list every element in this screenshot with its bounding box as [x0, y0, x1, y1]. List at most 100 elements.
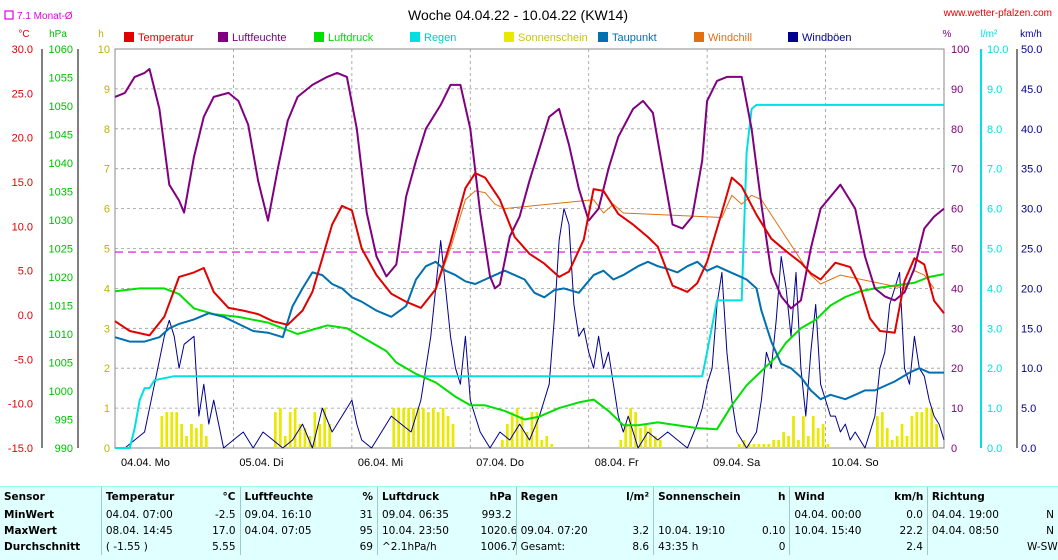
table-cell [614, 507, 654, 523]
rain-tick-label: 0.0 [987, 443, 1002, 455]
humidity-tick-label: 30 [951, 323, 963, 335]
sunshine-bar [402, 408, 406, 448]
table-cell: 95 [359, 525, 373, 537]
rain-tick-label: 10.0 [987, 44, 1008, 56]
rain-tick-label: 1.0 [987, 403, 1002, 415]
pressure-unit-label: hPa [49, 29, 67, 40]
table-cell: 08.04. 14:45 [100, 523, 200, 539]
table-cell: Luftfeuchte [239, 487, 340, 507]
sunshine-tick-label: 10 [98, 44, 110, 56]
temp-tick-label: 20.0 [12, 133, 33, 145]
table-cell [753, 507, 790, 523]
series-line-windböen [115, 208, 945, 449]
humidity-tick-label: 0 [951, 443, 957, 455]
table-cell: 04.04. 19:00 [926, 507, 1023, 523]
sunshine-bar [737, 444, 741, 448]
legend-swatch [218, 32, 228, 42]
table-cell: 2.4 [906, 541, 923, 553]
sunshine-bar [767, 444, 771, 448]
legend-label: Luftdruck [328, 32, 374, 44]
table-cell: 09.04. 16:10 [239, 507, 340, 523]
sunshine-bar [170, 412, 174, 448]
sunshine-bar [303, 428, 307, 448]
sunshine-tick-label: 3 [104, 323, 110, 335]
table-cell: MaxWert [4, 525, 57, 537]
humidity-tick-label: 100 [951, 44, 969, 56]
humidity-tick-label: 10 [951, 403, 963, 415]
sunshine-bar [757, 444, 761, 448]
sunshine-bar [204, 436, 208, 448]
table-cell: 0.10 [762, 525, 786, 537]
chart-title: Woche 04.04.22 - 10.04.22 (KW14) [408, 7, 628, 23]
sunshine-bar [530, 412, 534, 448]
table-cell [515, 507, 614, 523]
sunshine-tick-label: 2 [104, 363, 110, 375]
sunshine-bar [199, 424, 203, 448]
table-cell: MinWert [4, 509, 55, 521]
sunshine-bar [392, 408, 396, 448]
temp-tick-label: 0.0 [18, 310, 33, 322]
table-cell: 8.6 [632, 541, 650, 553]
monat-avg-icon [4, 10, 14, 20]
sunshine-bar [826, 444, 830, 448]
legend-label: Windböen [802, 32, 852, 44]
pressure-tick-label: 1035 [49, 187, 73, 199]
sunshine-bar [806, 436, 810, 448]
weather-chart: 04.04. Mo 05.04. Di 06.04. Mi 07.04. Do 08.0… [4, 7, 1052, 469]
pressure-tick-label: 1045 [49, 130, 73, 142]
pressure-tick-label: 1005 [49, 358, 73, 370]
humidity-tick-label: 50 [951, 244, 963, 256]
sunshine-bar [658, 440, 662, 448]
sunshine-bar [900, 424, 904, 448]
table-cell: Gesamt: [515, 539, 614, 555]
sunshine-bar [540, 440, 544, 448]
legend-swatch [504, 32, 514, 42]
temp-tick-label: 25.0 [12, 88, 33, 100]
wind-tick-label: 40.0 [1021, 124, 1042, 136]
humidity-tick-label: 80 [951, 124, 963, 136]
table-cell: 31 [359, 509, 373, 521]
sunshine-bar [649, 428, 652, 448]
series-line-taupunkt [114, 260, 944, 401]
table-cell: Sensor [4, 491, 45, 503]
site-url[interactable]: www.wetter-pfalzen.com [943, 8, 1052, 19]
sunshine-bar [195, 428, 198, 448]
table-cell: 69 [359, 541, 373, 553]
humidity-tick-label: 90 [951, 84, 963, 96]
sunshine-bar [752, 444, 756, 448]
table-row: MaxWert 08.04. 14:45 17.0 04.04. 07:05 95 10.… [0, 523, 1058, 539]
wind-tick-label: 5.0 [1021, 403, 1036, 415]
wind-tick-label: 35.0 [1021, 164, 1042, 176]
sunshine-bar [787, 436, 790, 448]
series-line-windchill [435, 190, 935, 290]
sunshine-bar [890, 440, 894, 448]
sunshine-bar [777, 440, 781, 448]
sunshine-bar [313, 412, 317, 448]
wind-unit-label: km/h [1020, 29, 1042, 40]
table-cell: % [362, 491, 373, 503]
temp-tick-label: -5.0 [14, 354, 33, 366]
legend-label: Temperatur [138, 32, 194, 44]
wind-tick-label: 45.0 [1021, 84, 1042, 96]
rain-tick-label: 3.0 [987, 323, 1002, 335]
x-tick-label: 06.04. Mi [358, 457, 403, 469]
table-cell: Luftdruck [376, 487, 477, 507]
sunshine-bar [520, 416, 524, 448]
sunshine-tick-label: 5 [104, 244, 110, 256]
table-cell: ( -1.55 ) [100, 539, 200, 555]
legend: Temperatur Luftfeuchte Luftdruck Regen Sonne… [124, 32, 852, 44]
sunshine-bar [930, 408, 934, 448]
rain-tick-label: 5.0 [987, 244, 1002, 256]
sunshine-bar [535, 412, 539, 448]
temp-tick-label: 10.0 [12, 221, 33, 233]
sunshine-bar [802, 416, 805, 448]
x-tick-label: 07.04. Do [476, 457, 524, 469]
wind-tick-label: 30.0 [1021, 204, 1042, 216]
sunshine-unit-label: h [98, 29, 104, 40]
sunshine-bar [501, 440, 504, 448]
pressure-tick-label: 995 [55, 415, 73, 427]
legend-label: Windchill [708, 32, 752, 44]
table-cell [1023, 487, 1058, 507]
table-cell: Sonnenschein [653, 487, 753, 507]
sunshine-bar [436, 412, 440, 448]
